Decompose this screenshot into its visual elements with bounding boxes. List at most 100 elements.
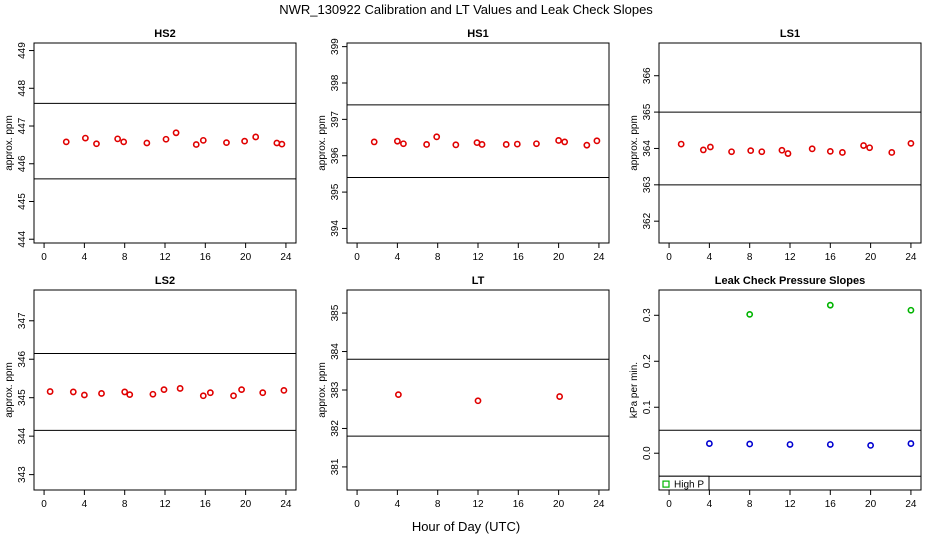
data-point — [728, 148, 735, 156]
data-point — [114, 135, 122, 143]
y-tick-label: 398 — [330, 74, 341, 91]
data-point — [149, 390, 157, 398]
x-tick-label: 12 — [472, 499, 484, 510]
figure-title: NWR_130922 Calibration and LT Values and… — [279, 2, 653, 17]
data-point — [46, 388, 54, 395]
y-axis-label: approx. ppm — [629, 115, 640, 171]
panel-5: LT 0 4 8 12 16 20 24 381 382 383 384 385 approx. ppm — [317, 275, 610, 510]
data-point — [478, 141, 486, 148]
data-point — [513, 140, 521, 148]
data-point — [393, 137, 401, 145]
data-point — [786, 441, 794, 448]
data-point — [252, 133, 260, 141]
data-point — [93, 140, 100, 148]
y-tick-label: 449 — [17, 42, 28, 59]
panel-title: LT — [472, 275, 485, 287]
x-tick-label: 16 — [825, 252, 837, 263]
legend: High P — [658, 475, 710, 491]
x-tick-label: 8 — [122, 499, 128, 510]
data-point — [705, 440, 713, 447]
data-point — [826, 147, 834, 155]
x-tick-label: 20 — [240, 499, 252, 510]
data-point — [69, 388, 77, 396]
x-tick-label: 4 — [395, 499, 401, 510]
x-tick-label: 16 — [513, 252, 525, 263]
x-tick-label: 8 — [747, 252, 753, 263]
x-tick-label: 4 — [707, 499, 713, 510]
data-point — [192, 141, 200, 148]
y-tick-label: 399 — [330, 38, 341, 55]
x-tick-label: 16 — [825, 499, 837, 510]
y-tick-label: 0.3 — [642, 308, 653, 322]
panel-title: LS2 — [155, 275, 175, 287]
data-point — [746, 440, 754, 448]
x-tick-label: 8 — [435, 499, 441, 510]
data-point — [81, 134, 89, 142]
data-point — [826, 441, 834, 448]
data-point — [888, 149, 896, 156]
x-tick-label: 20 — [553, 252, 565, 263]
data-point — [280, 386, 288, 394]
y-tick-label: 382 — [330, 420, 341, 437]
y-tick-label: 346 — [17, 350, 28, 367]
data-point — [206, 389, 214, 397]
data-point — [826, 301, 834, 309]
x-tick-label: 0 — [41, 252, 47, 263]
y-tick-label: 0.2 — [642, 354, 653, 368]
data-point — [241, 137, 249, 145]
data-point — [561, 138, 569, 146]
x-tick-label: 8 — [435, 252, 441, 263]
y-tick-label: 345 — [17, 389, 28, 406]
data-point — [747, 147, 755, 155]
panel-title: Leak Check Pressure Slopes — [715, 275, 865, 287]
y-axis-label: approx. ppm — [4, 362, 15, 418]
legend-marker — [662, 480, 670, 488]
y-tick-label: 448 — [17, 80, 28, 97]
x-tick-label: 20 — [240, 252, 252, 263]
y-tick-label: 344 — [17, 427, 28, 444]
data-point — [238, 386, 245, 394]
data-point — [474, 397, 482, 405]
x-tick-label: 24 — [593, 499, 605, 510]
data-point — [423, 141, 431, 148]
data-point — [706, 143, 714, 151]
data-point — [758, 148, 766, 156]
x-tick-label: 20 — [865, 499, 877, 510]
data-point — [746, 310, 754, 318]
data-point — [784, 150, 792, 157]
x-tick-label: 12 — [472, 252, 484, 263]
y-axis-label: kPa per min. — [629, 362, 640, 418]
y-tick-label: 397 — [330, 111, 341, 128]
data-point — [121, 388, 129, 396]
y-tick-label: 366 — [642, 67, 653, 84]
x-tick-label: 4 — [395, 252, 401, 263]
data-point — [199, 136, 207, 144]
data-point — [583, 141, 591, 149]
x-tick-label: 20 — [553, 499, 565, 510]
x-tick-label: 8 — [122, 252, 128, 263]
y-tick-label: 363 — [642, 176, 653, 193]
data-point — [452, 141, 460, 149]
x-tick-label: 24 — [280, 252, 292, 263]
x-tick-label: 0 — [41, 499, 47, 510]
data-point — [907, 139, 915, 147]
data-point — [394, 391, 402, 399]
y-tick-label: 0.1 — [642, 400, 653, 414]
x-tick-label: 16 — [200, 252, 212, 263]
y-axis-label: approx. ppm — [317, 115, 328, 171]
y-tick-label: 445 — [17, 193, 28, 210]
data-point — [199, 392, 207, 400]
data-point — [62, 138, 70, 146]
y-tick-label: 365 — [642, 103, 653, 120]
y-axis-label: approx. ppm — [4, 115, 15, 171]
x-tick-label: 4 — [707, 252, 713, 263]
y-tick-label: 362 — [642, 212, 653, 229]
panel-1: HS2 0 4 8 12 16 20 24 444 445 446 447 448 449 approx. … — [4, 28, 297, 263]
data-point — [860, 142, 867, 149]
data-point — [866, 144, 874, 152]
data-point — [172, 129, 180, 137]
y-tick-label: 394 — [330, 220, 341, 237]
x-tick-label: 4 — [82, 252, 88, 263]
figure-x-axis-label: Hour of Day (UTC) — [412, 519, 520, 534]
